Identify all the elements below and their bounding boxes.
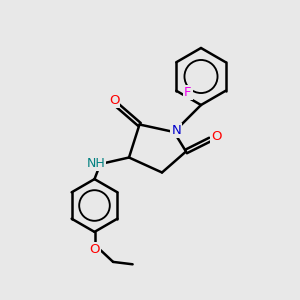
Text: O: O xyxy=(89,243,100,256)
Text: NH: NH xyxy=(87,157,105,170)
Text: O: O xyxy=(211,130,221,143)
Text: F: F xyxy=(184,86,191,99)
Text: O: O xyxy=(109,94,119,107)
Text: N: N xyxy=(172,124,181,137)
